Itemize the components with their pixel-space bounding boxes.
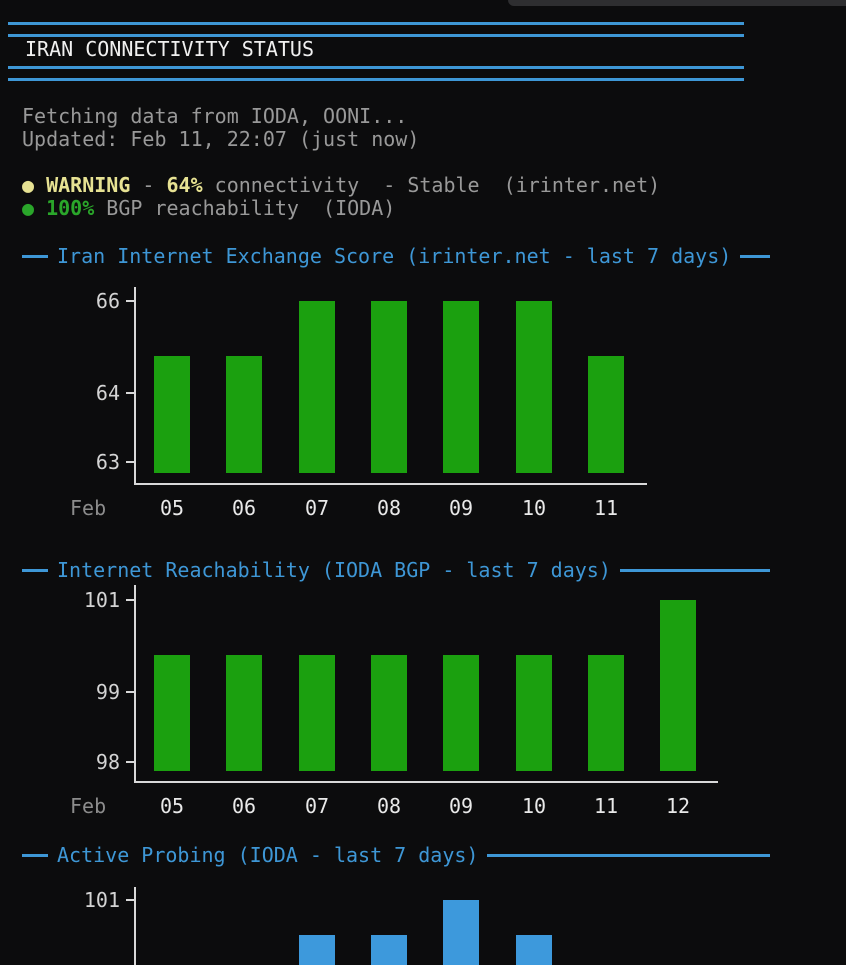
y-tick-mark bbox=[126, 461, 134, 463]
title-lead-rule bbox=[22, 853, 48, 857]
x-month-label: Feb bbox=[70, 794, 107, 818]
chart-title-row: Active Probing (IODA - last 7 days) bbox=[22, 843, 770, 867]
x-month-label: Feb bbox=[70, 496, 107, 520]
y-tick-label: 66 bbox=[95, 289, 120, 313]
status-line: ● 100% BGP reachability (IODA) bbox=[22, 196, 395, 220]
x-tick-label: 11 bbox=[593, 794, 619, 818]
title-tail-rule bbox=[619, 568, 770, 572]
x-tick-label: 05 bbox=[159, 496, 185, 520]
bar-08 bbox=[371, 655, 407, 771]
y-tick-mark bbox=[126, 392, 134, 394]
bar-06 bbox=[226, 655, 262, 771]
y-tick-mark bbox=[126, 300, 134, 302]
bar-06 bbox=[226, 356, 262, 473]
y-tick-label: 99 bbox=[95, 680, 120, 704]
bar-10 bbox=[516, 935, 552, 965]
bar-10 bbox=[516, 655, 552, 771]
title-tail-rule bbox=[487, 853, 770, 857]
status-segment: ● bbox=[22, 196, 47, 220]
chart-title: Internet Reachability (IODA BGP - last 7… bbox=[57, 558, 611, 582]
x-tick-label: 10 bbox=[521, 496, 547, 520]
bar-07 bbox=[299, 655, 335, 771]
bar-12 bbox=[660, 600, 696, 771]
status-segment: 100% bbox=[46, 196, 95, 220]
title-tail-rule bbox=[740, 254, 770, 258]
bar-07 bbox=[299, 301, 335, 473]
bar-05 bbox=[154, 655, 190, 771]
bar-08 bbox=[371, 301, 407, 473]
bar-11 bbox=[588, 356, 624, 473]
y-tick-label: 101 bbox=[83, 588, 120, 612]
page-title: IRAN CONNECTIVITY STATUS bbox=[25, 37, 314, 61]
y-tick-mark bbox=[126, 691, 134, 693]
x-axis-line bbox=[134, 781, 718, 783]
header-bottom-rule bbox=[8, 66, 744, 81]
x-tick-label: 09 bbox=[448, 496, 474, 520]
x-tick-label: 07 bbox=[304, 794, 330, 818]
y-tick-mark bbox=[126, 599, 134, 601]
status-segment: WARNING bbox=[46, 173, 131, 197]
window-edge-strip bbox=[508, 0, 846, 6]
y-tick-label: 64 bbox=[95, 381, 120, 405]
title-lead-rule bbox=[22, 254, 48, 258]
x-tick-label: 12 bbox=[665, 794, 691, 818]
status-segment: connectivity - Stable (irinter.net) bbox=[202, 173, 661, 197]
status-segment: - bbox=[130, 173, 167, 197]
status-segment: BGP reachability (IODA) bbox=[94, 196, 396, 220]
chart-title: Iran Internet Exchange Score (irinter.ne… bbox=[57, 244, 732, 268]
y-tick-label: 98 bbox=[95, 750, 120, 774]
bar-07 bbox=[299, 935, 335, 965]
x-tick-label: 08 bbox=[376, 496, 402, 520]
updated-timestamp-text: Updated: Feb 11, 22:07 (just now) bbox=[22, 127, 420, 151]
bar-05 bbox=[154, 356, 190, 473]
x-tick-label: 10 bbox=[521, 794, 547, 818]
bar-08 bbox=[371, 935, 407, 965]
y-axis-line bbox=[134, 287, 136, 485]
header-top-rule bbox=[8, 22, 744, 37]
bar-11 bbox=[588, 655, 624, 771]
y-tick-label: 63 bbox=[95, 450, 120, 474]
chart-title-row: Iran Internet Exchange Score (irinter.ne… bbox=[22, 244, 770, 268]
x-tick-label: 06 bbox=[231, 496, 257, 520]
status-segment: 64% bbox=[166, 173, 203, 197]
chart-title: Active Probing (IODA - last 7 days) bbox=[57, 843, 479, 867]
status-line: ● WARNING - 64% connectivity - Stable (i… bbox=[22, 173, 660, 197]
chart-title-row: Internet Reachability (IODA BGP - last 7… bbox=[22, 558, 770, 582]
x-tick-label: 08 bbox=[376, 794, 402, 818]
y-tick-label: 101 bbox=[83, 888, 120, 912]
y-tick-mark bbox=[126, 899, 134, 901]
x-tick-label: 06 bbox=[231, 794, 257, 818]
y-axis-line bbox=[134, 585, 136, 783]
bar-10 bbox=[516, 301, 552, 473]
y-tick-mark bbox=[126, 761, 134, 763]
x-tick-label: 11 bbox=[593, 496, 619, 520]
x-tick-label: 09 bbox=[448, 794, 474, 818]
x-axis-line bbox=[134, 483, 647, 485]
x-tick-label: 07 bbox=[304, 496, 330, 520]
fetching-status-text: Fetching data from IODA, OONI... bbox=[22, 104, 408, 128]
y-axis-line bbox=[134, 887, 136, 965]
title-lead-rule bbox=[22, 568, 48, 572]
status-segment: ● bbox=[22, 173, 47, 197]
bar-09 bbox=[443, 900, 479, 965]
x-tick-label: 05 bbox=[159, 794, 185, 818]
bar-09 bbox=[443, 655, 479, 771]
bar-09 bbox=[443, 301, 479, 473]
